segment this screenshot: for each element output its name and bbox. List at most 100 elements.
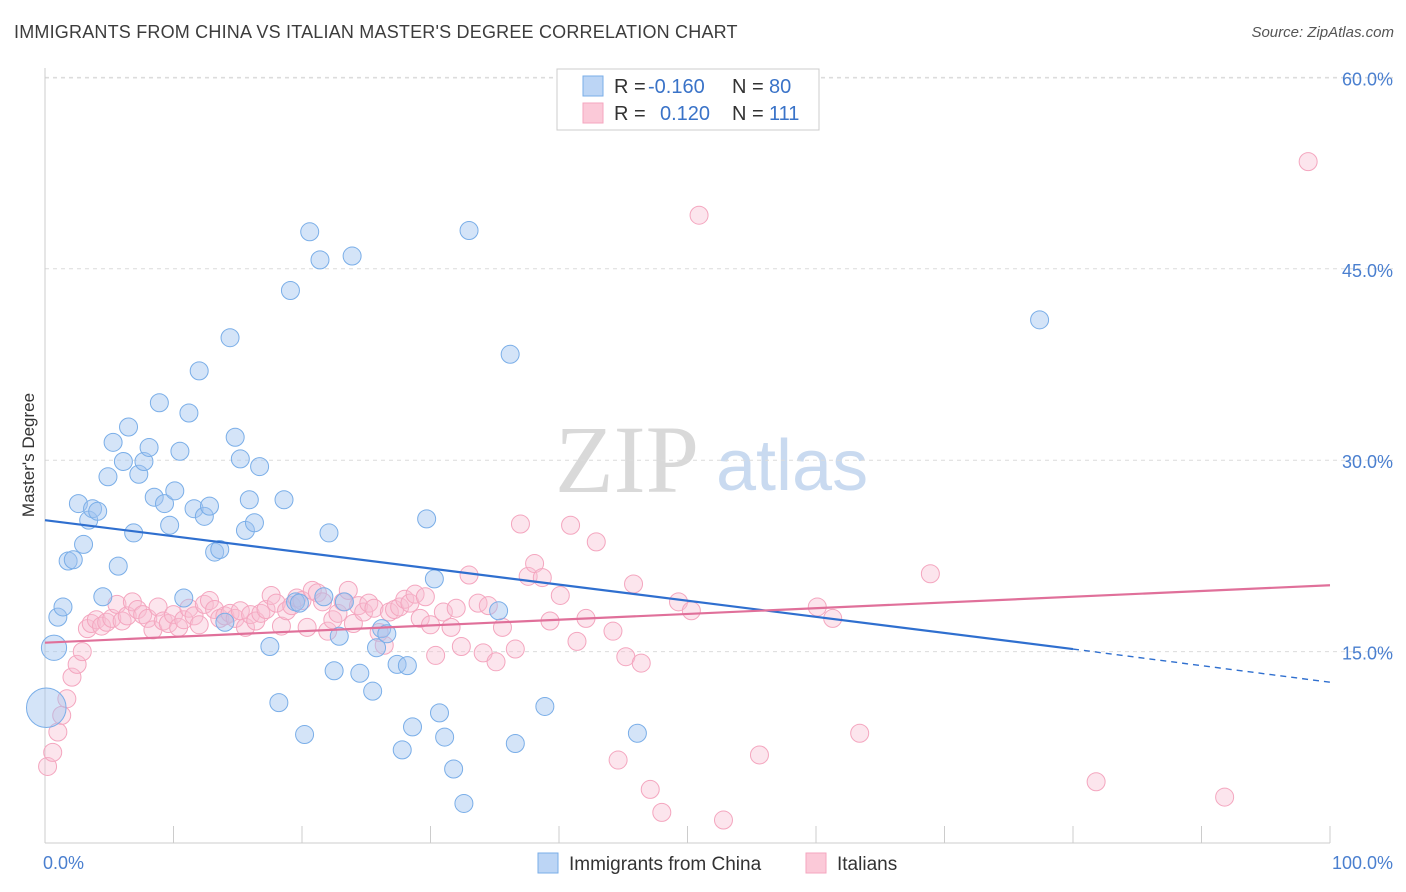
- italians-point-97: [586, 532, 606, 552]
- italians-point-102: [631, 653, 651, 673]
- bottom-legend-italians: Italians: [837, 854, 897, 875]
- legend-r-value-china: -0.160: [648, 76, 705, 98]
- china-point-12: [98, 467, 118, 487]
- trend-lines: [44, 519, 1331, 683]
- china-point-32: [199, 496, 219, 516]
- china-point-25: [165, 481, 185, 501]
- italians-point-101: [624, 574, 644, 594]
- italians-point-32: [199, 591, 219, 611]
- italians-point-34: [210, 608, 230, 628]
- china-point-19: [134, 451, 154, 471]
- china-point-21: [144, 487, 164, 507]
- axes: 15.0% 30.0% 45.0% 60.0% 0.0% 100.0%: [43, 68, 1393, 873]
- italians-point-57: [328, 603, 348, 623]
- italians-point-112: [850, 723, 870, 743]
- italians-point-43: [256, 599, 276, 619]
- source-credit: Source: ZipAtlas.com: [1251, 24, 1394, 41]
- trend-line-china: [44, 519, 1074, 651]
- china-point-2: [48, 607, 68, 627]
- italians-point-0: [38, 756, 58, 776]
- china-point-67: [417, 509, 437, 529]
- italians-point-2: [48, 722, 68, 742]
- italians-point-40: [241, 605, 261, 625]
- china-point-15: [113, 451, 133, 471]
- china-point-45: [274, 490, 294, 510]
- watermark: ZIP atlas: [555, 406, 868, 513]
- china-point-26: [170, 441, 190, 461]
- china-point-76: [505, 733, 525, 753]
- italians-point-42: [251, 603, 271, 623]
- italians-point-87: [505, 639, 525, 659]
- legend-r-label-china: R =: [614, 76, 646, 98]
- italians-point-30: [189, 615, 209, 635]
- italians-point-39: [235, 617, 255, 637]
- china-point-13: [103, 432, 123, 452]
- italians-point-98: [603, 621, 623, 641]
- chart-title: IMMIGRANTS FROM CHINA VS ITALIAN MASTER'…: [14, 22, 738, 42]
- legend-r-label-italians: R =: [614, 103, 646, 125]
- italians-point-22: [148, 597, 168, 617]
- italians-point-77: [433, 602, 453, 622]
- china-point-51: [310, 250, 330, 270]
- italians-point-19: [133, 605, 153, 625]
- china-point-55: [329, 626, 349, 646]
- china-point-20: [139, 437, 159, 457]
- x-tick-label-right: 100.0%: [1332, 853, 1393, 873]
- china-point-14: [108, 556, 128, 576]
- china-point-36: [220, 328, 240, 348]
- china-point-66: [403, 717, 423, 737]
- legend-n-label-china: N =: [732, 76, 764, 98]
- italians-point-88: [510, 514, 530, 534]
- italians-point-62: [354, 602, 374, 622]
- italians-point-95: [567, 631, 587, 651]
- china-point-49: [295, 725, 315, 745]
- bottom-legend-china: Immigrants from China: [569, 854, 762, 875]
- china-point-3: [53, 597, 73, 617]
- italians-point-93: [550, 585, 570, 605]
- china-point-27: [174, 588, 194, 608]
- china-point-53: [319, 523, 339, 543]
- china-point-6: [68, 494, 88, 514]
- china-point-41: [244, 513, 264, 533]
- italians-point-50: [292, 591, 312, 611]
- china-point-38: [230, 449, 250, 469]
- italians-point-15: [112, 611, 132, 631]
- china-point-9: [83, 499, 103, 519]
- china-point-69: [429, 703, 449, 723]
- italians-point-1: [43, 742, 63, 762]
- italians-point-85: [486, 652, 506, 672]
- china-point-0: [25, 687, 67, 729]
- italians-point-76: [426, 645, 446, 665]
- china-point-33: [205, 542, 225, 562]
- china-point-73: [459, 221, 479, 241]
- china-point-16: [119, 417, 139, 437]
- china-point-37: [225, 427, 245, 447]
- china-point-40: [239, 490, 259, 510]
- china-point-70: [435, 727, 455, 747]
- italians-point-74: [415, 587, 435, 607]
- china-point-77: [535, 696, 555, 716]
- italians-point-113: [920, 564, 940, 584]
- y-tick-label-3: 60.0%: [1342, 69, 1393, 89]
- legend-n-value-italians: 111: [769, 103, 799, 125]
- italians-point-4: [57, 689, 77, 709]
- italians-point-12: [97, 612, 117, 632]
- china-point-31: [194, 506, 214, 526]
- bottom-legend-swatch-china: [537, 852, 559, 874]
- italians-point-79: [446, 598, 466, 618]
- china-point-48: [289, 593, 309, 613]
- italians-point-84: [478, 596, 498, 616]
- china-point-28: [179, 403, 199, 423]
- china-point-62: [377, 624, 397, 644]
- china-point-10: [88, 501, 108, 521]
- china-point-1: [40, 634, 68, 661]
- watermark-zip: ZIP: [555, 406, 699, 513]
- x-tick-label-left: 0.0%: [43, 853, 84, 873]
- italians-point-108: [713, 810, 733, 830]
- china-point-54: [324, 661, 344, 681]
- china-point-72: [454, 793, 474, 813]
- bottom-legend-swatch-italians: [805, 852, 827, 874]
- legend-swatch-italians: [582, 102, 604, 124]
- italians-point-78: [441, 617, 461, 637]
